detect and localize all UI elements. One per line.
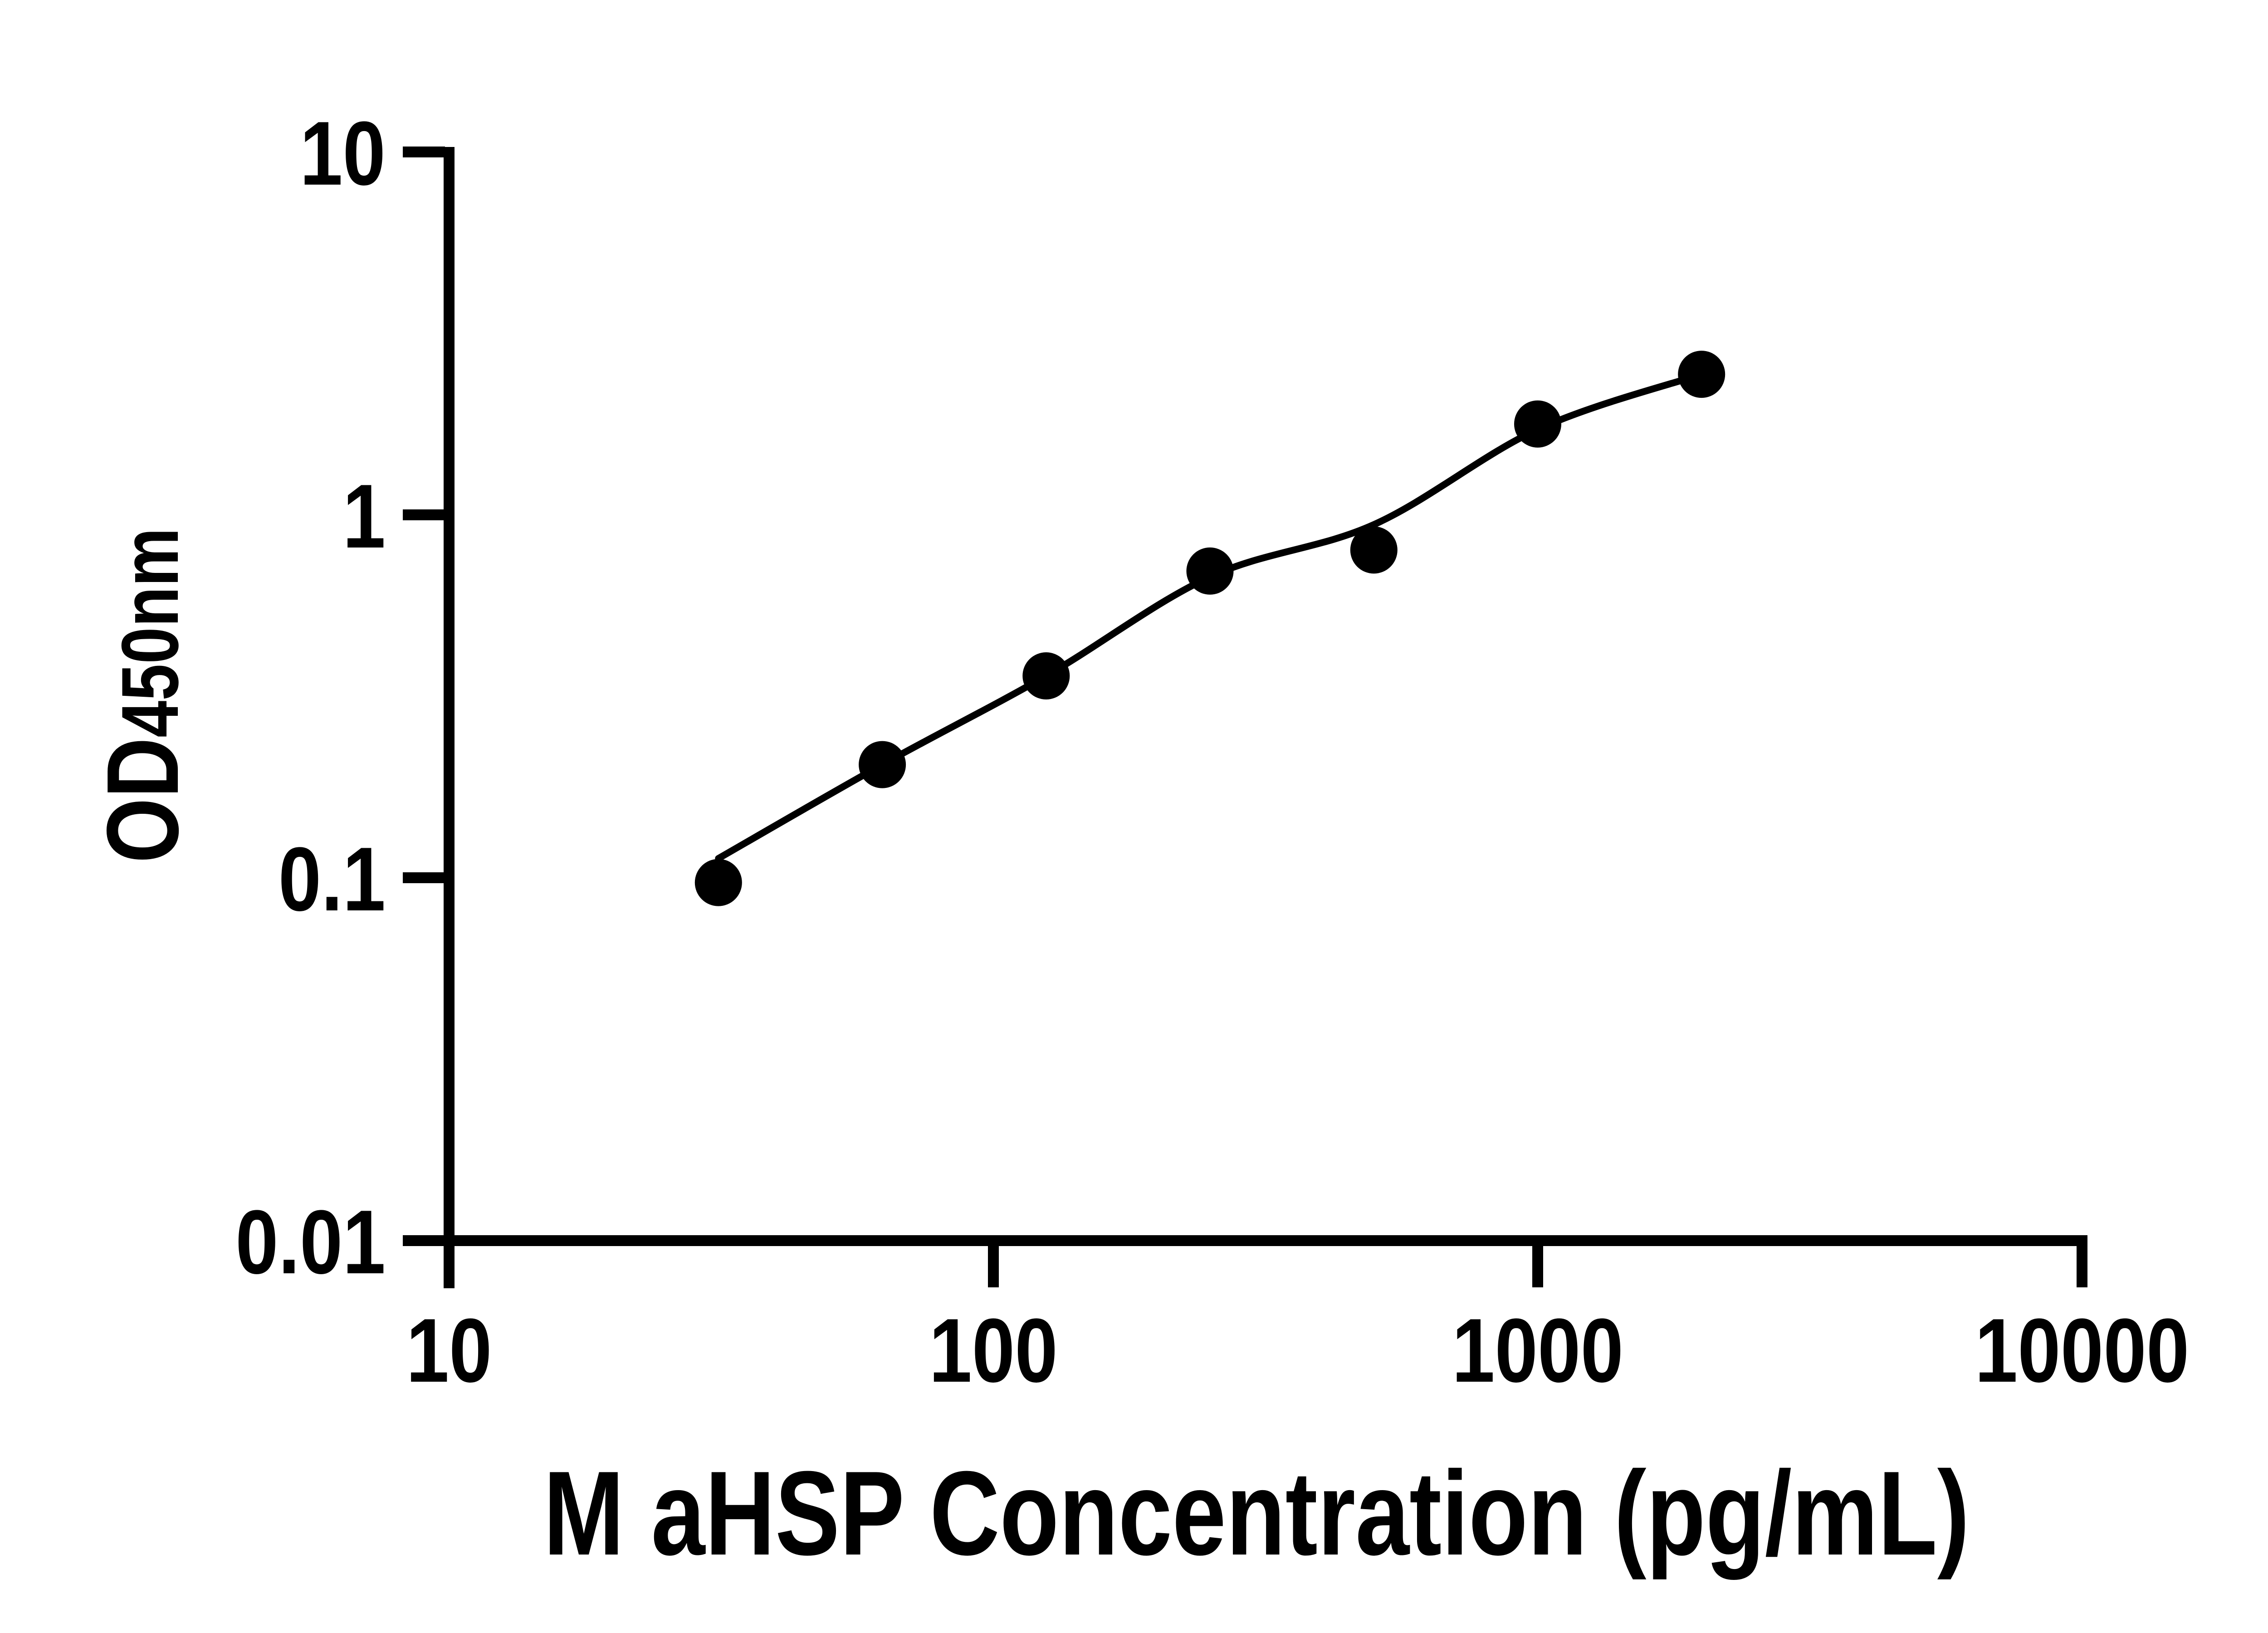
- y-tick-label: 0.1: [279, 829, 386, 930]
- fit-curve-line: [715, 371, 1705, 862]
- data-points: [694, 351, 1725, 906]
- x-axis-ticks: 10 100 1000 10000: [406, 1241, 2189, 1401]
- y-tick-label: 0.01: [235, 1192, 386, 1293]
- data-point: [694, 859, 742, 906]
- x-tick-label: 100: [929, 1300, 1058, 1401]
- y-axis-title: OD450nm: [86, 528, 200, 863]
- y-axis-title-sub: 450nm: [105, 528, 195, 737]
- data-point: [1022, 652, 1070, 699]
- y-axis-ticks: 10 1 0.1 0.01: [235, 103, 445, 1293]
- data-point: [1678, 351, 1725, 398]
- data-point: [1350, 526, 1398, 574]
- y-axis-title-main: OD: [86, 738, 200, 863]
- axes: [403, 147, 2087, 1288]
- data-point: [859, 741, 906, 788]
- x-axis-title: M aHSP Concentration (pg/mL): [543, 1447, 1970, 1580]
- x-tick-label: 10: [406, 1300, 492, 1401]
- data-point: [1186, 547, 1234, 595]
- data-point: [1514, 400, 1561, 448]
- x-tick-label: 1000: [1452, 1300, 1623, 1401]
- x-tick-label: 10000: [1975, 1300, 2190, 1401]
- svg-text:OD450nm: OD450nm: [86, 528, 200, 863]
- y-tick-label: 10: [300, 103, 386, 204]
- y-tick-label: 1: [342, 466, 386, 567]
